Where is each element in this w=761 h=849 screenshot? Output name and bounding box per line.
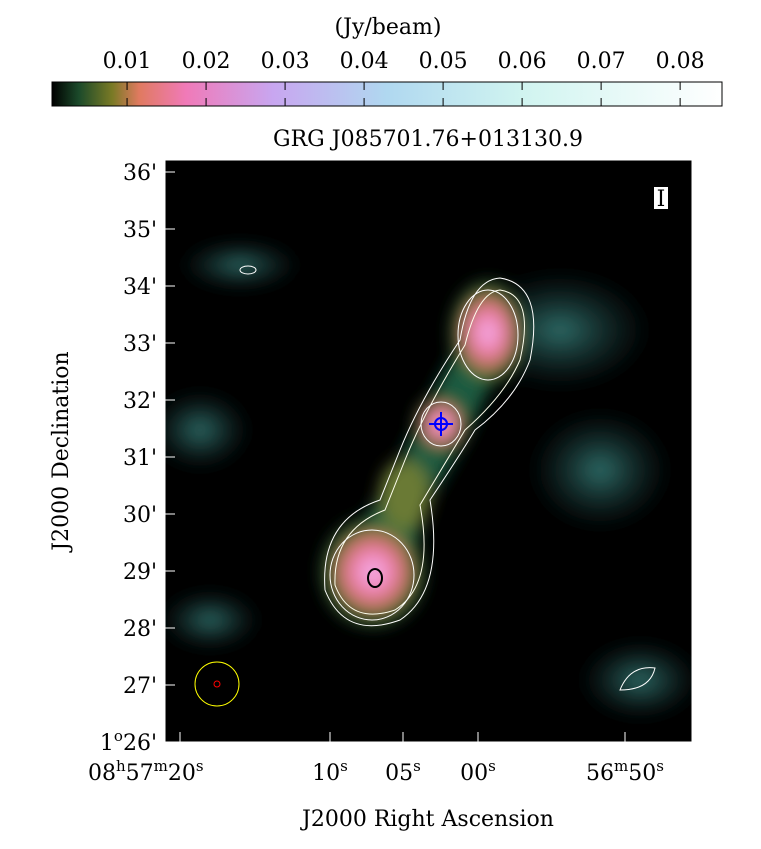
colorbar-tick-label: 0.07 bbox=[577, 49, 626, 74]
colorbar-tick-label: 0.03 bbox=[261, 49, 310, 74]
label-part: 27' bbox=[123, 674, 157, 699]
y-tick-label: 33' bbox=[123, 332, 157, 357]
y-tick-label: 34' bbox=[123, 275, 157, 300]
label-part: 30' bbox=[123, 503, 157, 528]
plot-frame bbox=[164, 159, 693, 743]
superscript: s bbox=[656, 757, 664, 775]
colorbar-tick-label: 0.08 bbox=[656, 49, 705, 74]
label-part: 36' bbox=[123, 161, 157, 186]
superscript: s bbox=[488, 757, 496, 775]
beam-center bbox=[213, 680, 221, 688]
y-tick-label: 35' bbox=[123, 218, 157, 243]
label-part: 05 bbox=[385, 761, 413, 786]
superscript: m bbox=[614, 757, 628, 775]
y-tick-label: 29' bbox=[123, 560, 157, 585]
colorbar-tick-label: 0.05 bbox=[419, 49, 468, 74]
x-tick-label: 05s bbox=[385, 757, 421, 786]
label-part: 10 bbox=[312, 761, 340, 786]
y-tick-label: 30' bbox=[123, 503, 157, 528]
label-part: 32' bbox=[123, 389, 157, 414]
x-tick-label: 08h57m20s bbox=[88, 757, 204, 786]
y-tick-label: 31' bbox=[123, 446, 157, 471]
superscript: h bbox=[116, 757, 126, 775]
label-part: 34' bbox=[123, 275, 157, 300]
colorbar-tick-label: 0.06 bbox=[498, 49, 547, 74]
label-part: 50 bbox=[628, 761, 656, 786]
superscript: s bbox=[413, 757, 421, 775]
superscript: m bbox=[154, 757, 168, 775]
label-part: 26' bbox=[123, 731, 157, 756]
label-part: 29' bbox=[123, 560, 157, 585]
x-tick-label: 56m50s bbox=[586, 757, 664, 786]
label-part: 56 bbox=[586, 761, 614, 786]
x-axis-label: J2000 Right Ascension bbox=[300, 807, 554, 832]
label-part: 20 bbox=[168, 761, 196, 786]
colorbar-tick-label: 0.02 bbox=[182, 49, 231, 74]
label-part: 33' bbox=[123, 332, 157, 357]
colorbar-unit: (Jy/beam) bbox=[335, 15, 442, 40]
beam bbox=[194, 661, 240, 707]
y-tick-label: 27' bbox=[123, 674, 157, 699]
x-tick-label: 00s bbox=[460, 757, 496, 786]
superscript: s bbox=[196, 757, 204, 775]
colorbar-tick-label: 0.04 bbox=[340, 49, 389, 74]
colorbar-tick-label: 0.01 bbox=[103, 49, 152, 74]
radio-image bbox=[165, 240, 692, 720]
y-axis-label: J2000 Declination bbox=[49, 351, 74, 552]
stokes-box bbox=[654, 187, 668, 209]
title: GRG J085701.76+013130.9 bbox=[273, 127, 583, 152]
colorbar bbox=[51, 81, 723, 107]
label-part: 28' bbox=[123, 617, 157, 642]
y-tick-label: 28' bbox=[123, 617, 157, 642]
label-part: 31' bbox=[123, 446, 157, 471]
label-part: 57 bbox=[126, 761, 154, 786]
y-tick-label: 32' bbox=[123, 389, 157, 414]
label-part: 35' bbox=[123, 218, 157, 243]
label-part: 08 bbox=[88, 761, 116, 786]
superscript: s bbox=[340, 757, 348, 775]
superscript: o bbox=[114, 727, 123, 745]
stokes-label: I bbox=[657, 187, 666, 212]
y-tick-label: 1o26' bbox=[100, 727, 157, 756]
x-tick-label: 10s bbox=[312, 757, 348, 786]
label-part: 00 bbox=[460, 761, 488, 786]
label-part: 1 bbox=[100, 731, 114, 756]
y-tick-label: 36' bbox=[123, 161, 157, 186]
